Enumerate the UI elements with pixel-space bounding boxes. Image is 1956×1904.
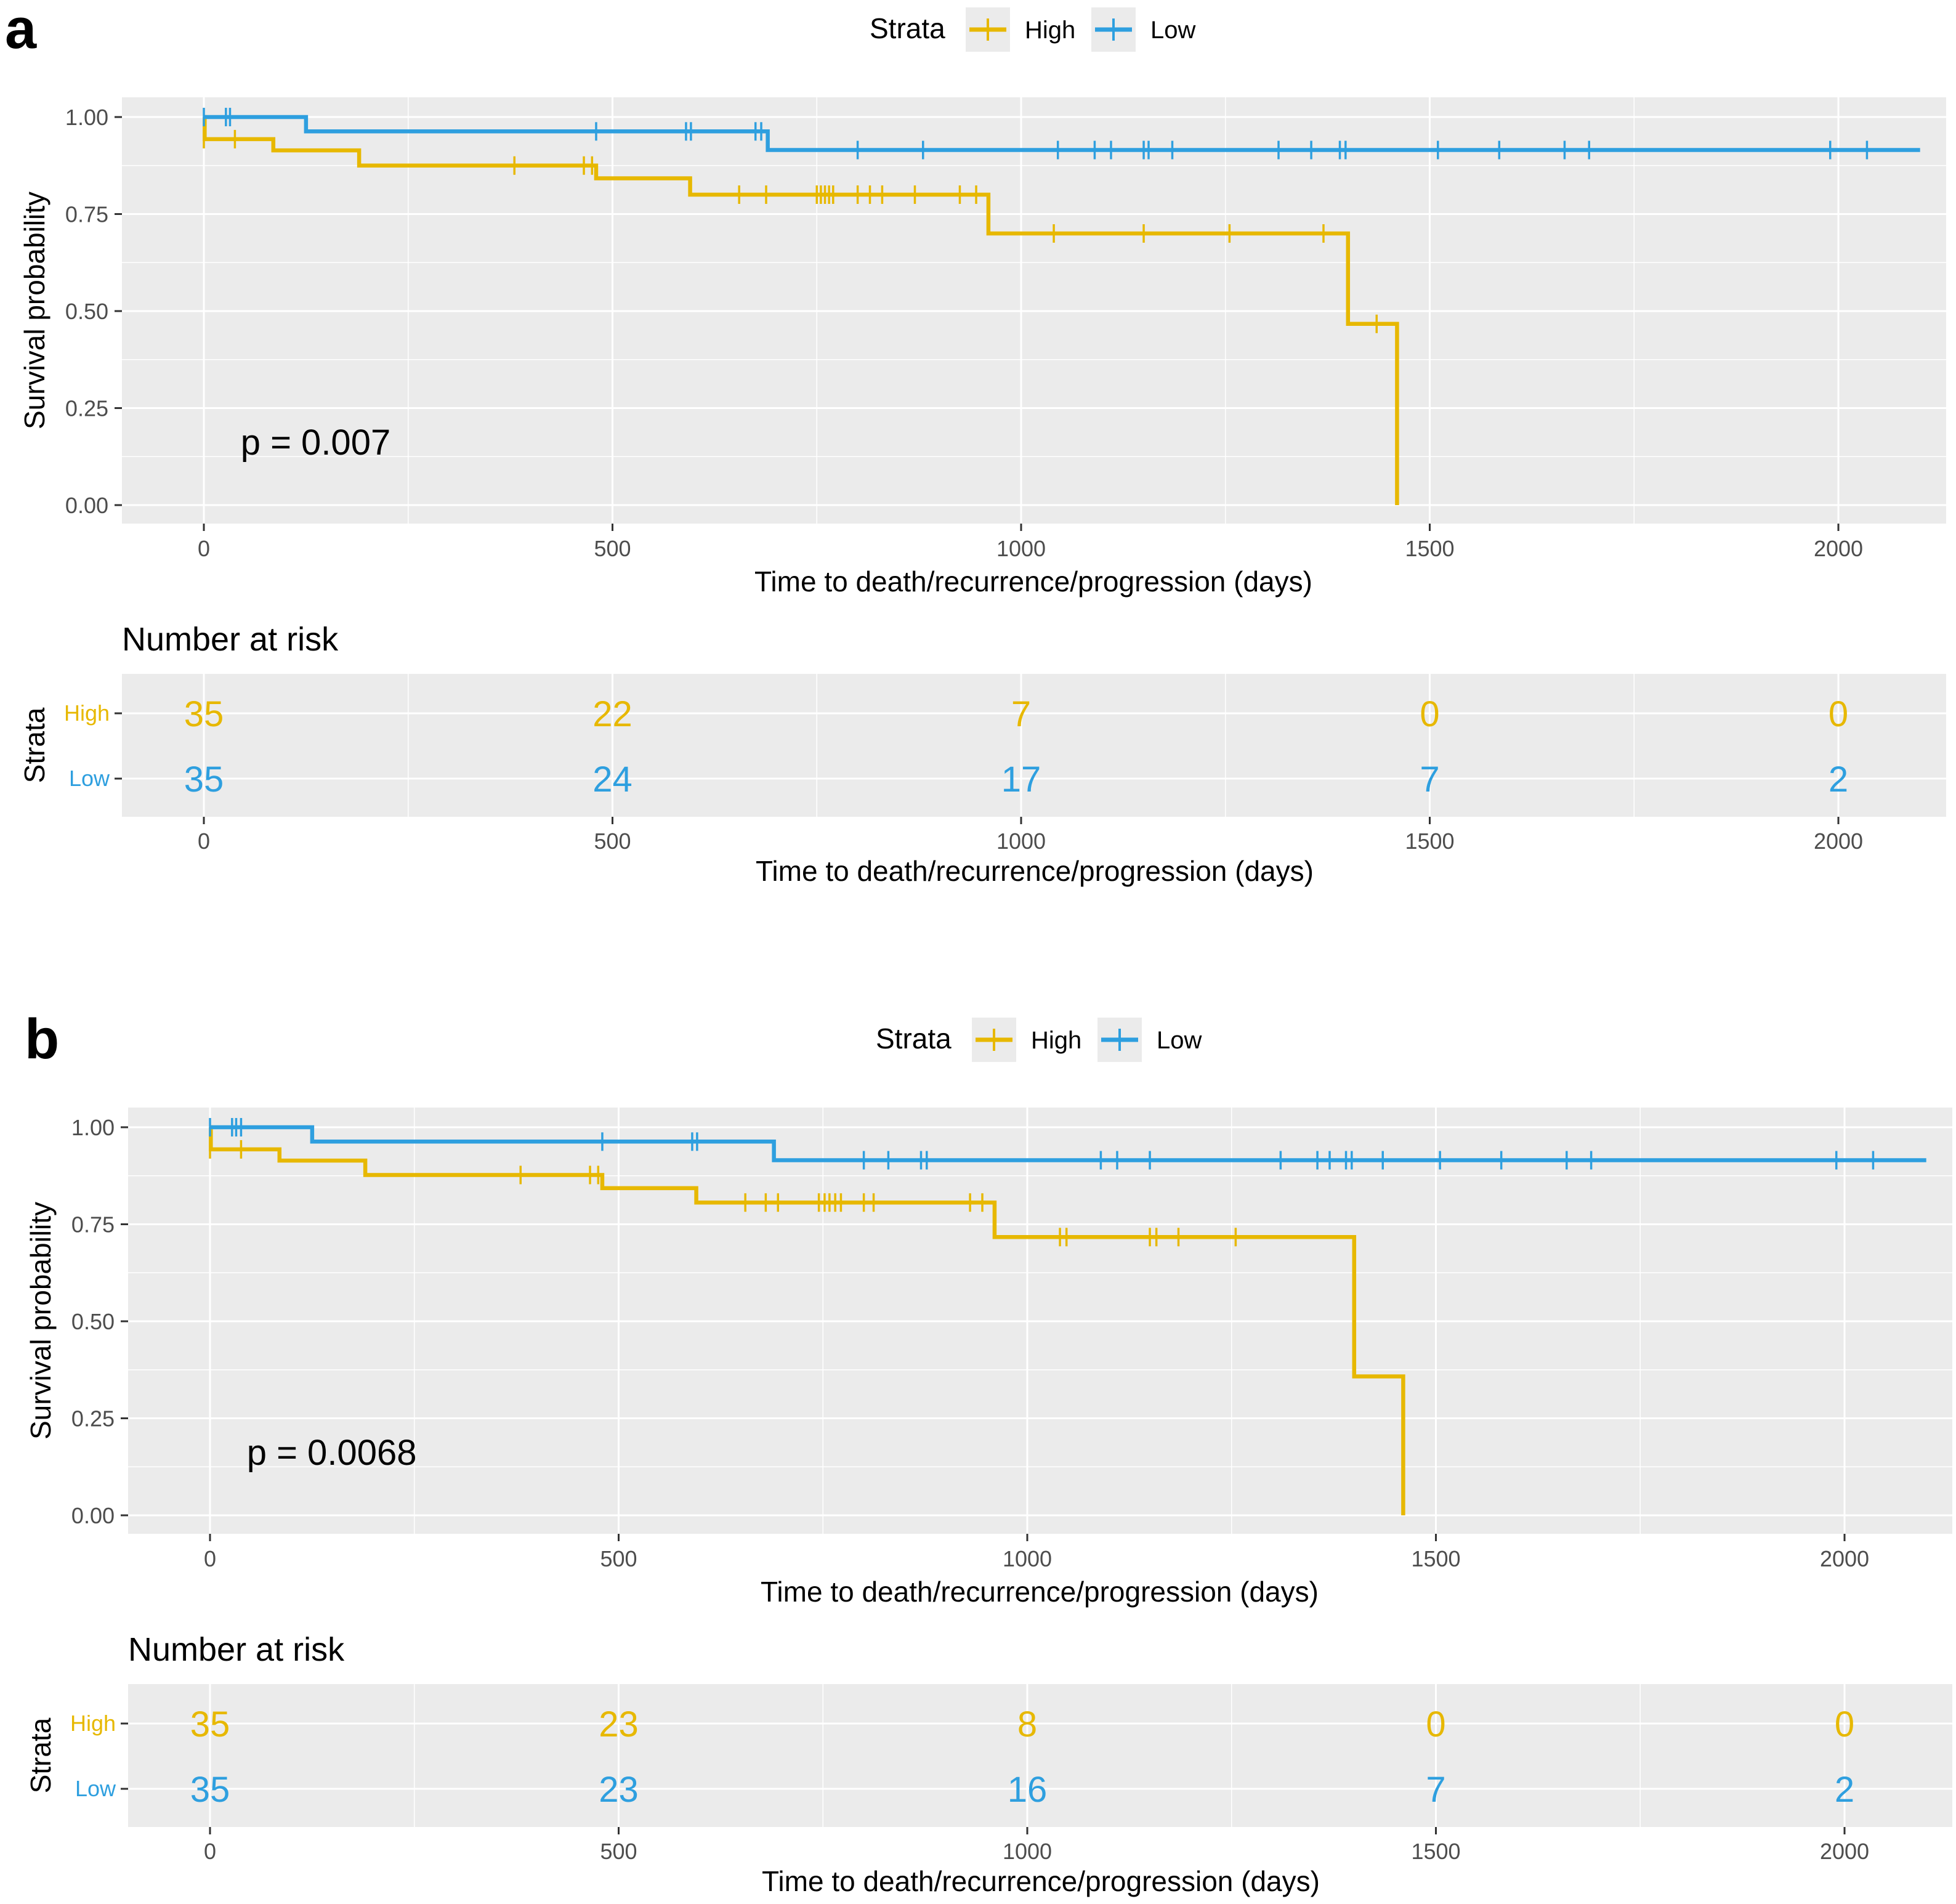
risk-x-tick-label: 2000 bbox=[1820, 1839, 1869, 1864]
x-tick-label: 2000 bbox=[1820, 1546, 1869, 1571]
y-tick-label: 0.00 bbox=[71, 1503, 115, 1528]
y-tick-label: 0.50 bbox=[71, 1309, 115, 1334]
x-tick-label: 1000 bbox=[1003, 1546, 1052, 1571]
risk-table-panel bbox=[122, 674, 1946, 817]
survival-curve-high bbox=[209, 1125, 1405, 1515]
panel-label: b bbox=[25, 1008, 59, 1071]
risk-value-high: 8 bbox=[1017, 1704, 1037, 1744]
x-axis-title: Time to death/recurrence/progression (da… bbox=[761, 1576, 1319, 1608]
risk-x-tick-label: 500 bbox=[600, 1839, 637, 1864]
risk-table-panel bbox=[128, 1684, 1952, 1827]
survival-curve-high bbox=[203, 115, 1399, 505]
x-tick-label: 1500 bbox=[1411, 1546, 1460, 1571]
risk-y-axis-title: Strata bbox=[25, 1717, 57, 1793]
legend: Strata High Low bbox=[870, 7, 1195, 52]
risk-value-low: 17 bbox=[1001, 760, 1041, 800]
risk-x-tick-label: 1500 bbox=[1411, 1839, 1460, 1864]
legend-entry-high: High bbox=[1025, 17, 1075, 44]
risk-value-high: 0 bbox=[1829, 694, 1848, 734]
risk-value-high: 0 bbox=[1426, 1704, 1445, 1744]
x-tick-label: 500 bbox=[600, 1546, 637, 1571]
risk-value-high: 23 bbox=[599, 1704, 639, 1744]
risk-value-low: 2 bbox=[1829, 760, 1848, 800]
risk-x-axis-title: Time to death/recurrence/progression (da… bbox=[762, 1865, 1320, 1897]
panel-a: a Strata High Low 0.00 0.25 0.50 0.75 1.00 0 500 10… bbox=[5, 0, 1946, 887]
risk-value-high: 22 bbox=[592, 694, 632, 734]
risk-value-high: 0 bbox=[1420, 694, 1439, 734]
y-tick-label: 0.50 bbox=[65, 299, 108, 324]
legend-title: Strata bbox=[876, 1023, 952, 1055]
p-value: p = 0.0068 bbox=[247, 1433, 417, 1473]
x-axis-title: Time to death/recurrence/progression (da… bbox=[754, 565, 1312, 598]
y-axis-title: Survival probability bbox=[25, 1202, 57, 1440]
risk-table-title: Number at risk bbox=[128, 1631, 345, 1668]
risk-value-low: 7 bbox=[1426, 1770, 1445, 1810]
p-value: p = 0.007 bbox=[241, 423, 390, 463]
risk-y-axis-title: Strata bbox=[18, 707, 51, 783]
risk-x-tick-label: 0 bbox=[204, 1839, 216, 1864]
y-tick-label: 0.75 bbox=[65, 202, 108, 227]
legend-entry-high: High bbox=[1031, 1027, 1081, 1054]
y-tick-label: 0.75 bbox=[71, 1212, 115, 1238]
risk-value-low: 35 bbox=[184, 760, 224, 800]
risk-value-high: 35 bbox=[190, 1704, 230, 1744]
y-tick-label: 0.00 bbox=[65, 493, 108, 518]
x-tick-label: 0 bbox=[204, 1546, 216, 1571]
risk-value-high: 7 bbox=[1011, 694, 1031, 734]
risk-row-label-high: High bbox=[70, 1711, 116, 1736]
survival-curve-low bbox=[204, 115, 1920, 152]
risk-value-low: 7 bbox=[1420, 760, 1439, 800]
risk-value-low: 24 bbox=[592, 760, 632, 800]
risk-value-low: 35 bbox=[190, 1770, 230, 1810]
risk-value-high: 0 bbox=[1835, 1704, 1854, 1744]
x-tick-label: 0 bbox=[198, 536, 210, 561]
risk-row-label-low: Low bbox=[75, 1776, 116, 1801]
risk-x-tick-label: 1000 bbox=[996, 828, 1046, 854]
risk-x-tick-label: 500 bbox=[594, 828, 631, 854]
risk-table-title: Number at risk bbox=[122, 621, 339, 658]
legend-entry-low: Low bbox=[1157, 1027, 1202, 1054]
y-tick-label: 1.00 bbox=[65, 105, 108, 130]
risk-x-tick-label: 1000 bbox=[1003, 1839, 1052, 1864]
panel-b: b Strata High Low 0.00 0.25 0.50 0.75 1.00 0 500 10… bbox=[25, 1008, 1952, 1897]
y-tick-label: 1.00 bbox=[71, 1115, 115, 1140]
risk-row-label-high: High bbox=[64, 700, 110, 726]
y-tick-label: 0.25 bbox=[65, 396, 108, 421]
risk-value-low: 23 bbox=[599, 1770, 639, 1810]
y-axis-title: Survival probability bbox=[18, 192, 51, 429]
panel-label: a bbox=[5, 0, 37, 60]
risk-x-tick-label: 2000 bbox=[1814, 828, 1863, 854]
survival-curve-low bbox=[210, 1125, 1926, 1162]
x-tick-label: 2000 bbox=[1814, 536, 1863, 561]
x-tick-label: 1500 bbox=[1405, 536, 1454, 561]
risk-value-low: 16 bbox=[1008, 1770, 1048, 1810]
risk-x-axis-title: Time to death/recurrence/progression (da… bbox=[756, 855, 1314, 887]
y-tick-label: 0.25 bbox=[71, 1406, 115, 1432]
risk-row-label-low: Low bbox=[69, 766, 110, 791]
legend-entry-low: Low bbox=[1150, 17, 1195, 44]
risk-x-tick-label: 0 bbox=[198, 828, 210, 854]
risk-x-tick-label: 1500 bbox=[1405, 828, 1454, 854]
x-tick-label: 500 bbox=[594, 536, 631, 561]
legend-title: Strata bbox=[870, 12, 945, 44]
x-tick-label: 1000 bbox=[996, 536, 1046, 561]
risk-value-low: 2 bbox=[1835, 1770, 1854, 1810]
legend: Strata High Low bbox=[876, 1018, 1202, 1062]
risk-value-high: 35 bbox=[184, 694, 224, 734]
